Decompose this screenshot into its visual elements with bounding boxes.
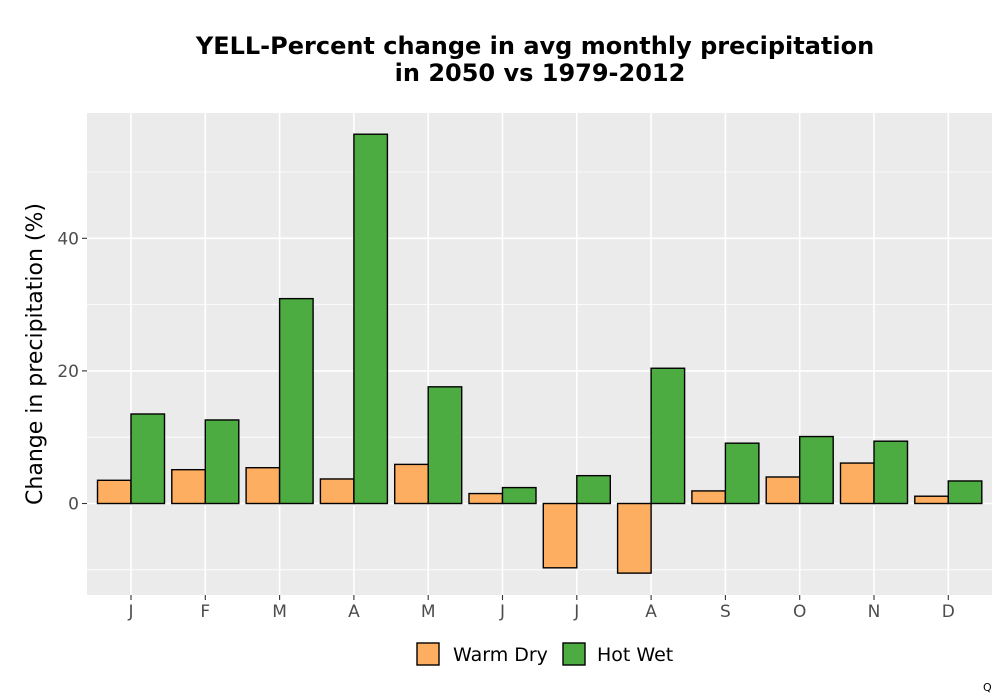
y-axis-label: Change in precipitation (%) — [23, 203, 48, 505]
bar-warm-dry — [616, 502, 652, 574]
x-tick-label: S — [720, 602, 731, 622]
bar-hot-wet — [204, 419, 240, 505]
bar-hot-wet — [353, 133, 389, 505]
bar-hot-wet — [278, 297, 314, 505]
legend-key-warm-dry — [416, 642, 440, 666]
x-tick-label: O — [793, 602, 806, 622]
plot-panel — [87, 113, 992, 595]
bar-hot-wet — [650, 367, 686, 505]
bar-warm-dry — [96, 479, 132, 505]
x-tick-label: M — [272, 602, 287, 622]
x-tick-label: A — [348, 602, 360, 622]
chart-title-line2: in 2050 vs 1979-2012 — [395, 59, 686, 87]
bar-warm-dry — [394, 463, 429, 505]
x-tick-label: N — [868, 602, 881, 622]
x-tick-label: M — [421, 602, 436, 622]
legend: Warm Dry Hot Wet — [416, 642, 673, 666]
x-tick-label: A — [645, 602, 657, 622]
bar-hot-wet — [427, 386, 463, 505]
bar-hot-wet — [873, 440, 909, 505]
y-tick-label: 40 — [57, 229, 79, 249]
bar-warm-dry — [245, 467, 281, 505]
legend-key-hot-wet — [562, 642, 586, 666]
bar-hot-wet — [799, 435, 834, 505]
bar-warm-dry — [468, 492, 504, 505]
legend-label-hot-wet: Hot Wet — [597, 644, 673, 666]
bar-warm-dry — [914, 495, 949, 505]
y-axis-ticks: 0 20 40 — [57, 229, 87, 515]
bar-hot-wet — [947, 480, 983, 505]
bar-warm-dry — [839, 462, 875, 505]
bar-warm-dry — [691, 490, 727, 505]
x-tick-label: J — [127, 602, 133, 622]
bar-warm-dry — [171, 468, 207, 505]
x-tick-label: F — [200, 602, 210, 622]
bar-hot-wet — [501, 486, 537, 505]
bar-hot-wet — [130, 413, 166, 505]
legend-label-warm-dry: Warm Dry — [453, 644, 548, 666]
bar-hot-wet — [724, 442, 760, 505]
x-tick-label: J — [499, 602, 505, 622]
chart-title-line1: YELL-Percent change in avg monthly preci… — [195, 32, 874, 60]
x-tick-label: J — [573, 602, 579, 622]
bar-hot-wet — [576, 474, 611, 505]
bar-warm-dry — [319, 478, 355, 505]
bars — [96, 133, 983, 574]
bar-warm-dry — [542, 502, 578, 569]
x-tick-label: D — [942, 602, 955, 622]
y-tick-label: 20 — [57, 362, 79, 382]
bar-warm-dry — [765, 476, 801, 505]
corner-mark: Q — [983, 681, 992, 694]
y-tick-label: 0 — [68, 495, 79, 515]
